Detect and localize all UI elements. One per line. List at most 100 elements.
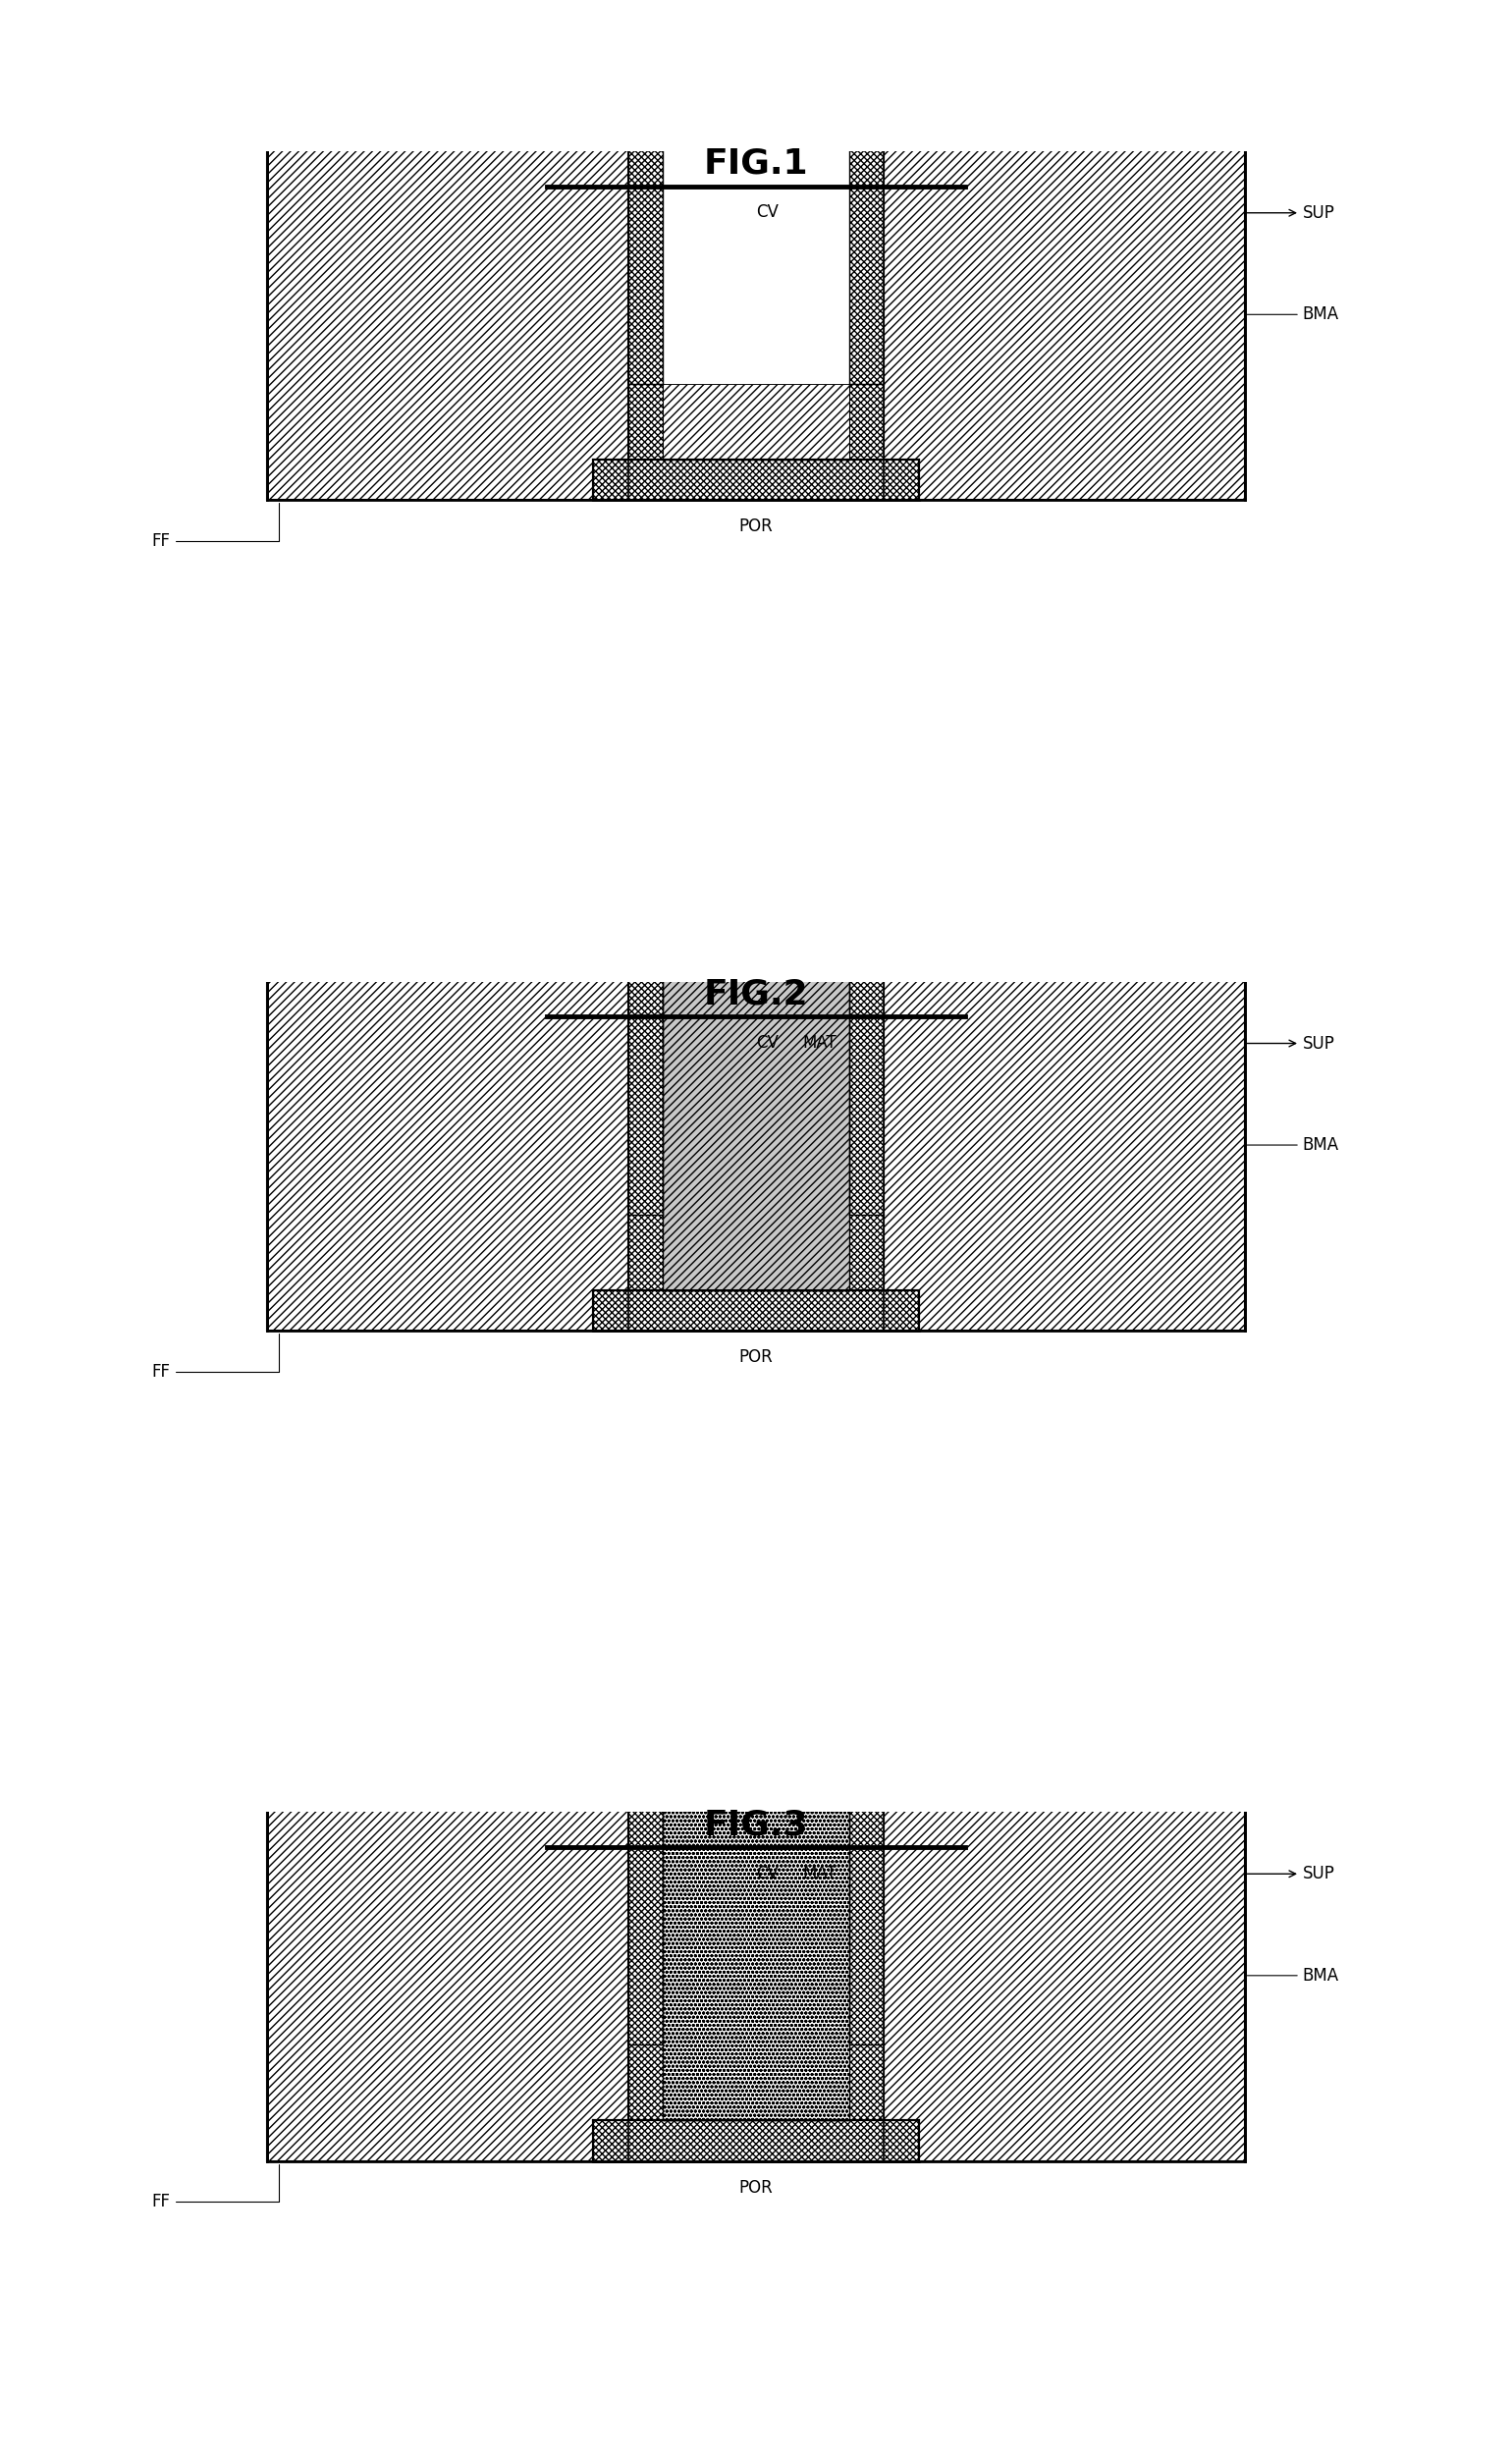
Bar <box>885 12 1244 29</box>
Bar <box>850 841 885 861</box>
Bar <box>268 1672 627 1689</box>
Bar <box>885 1689 1244 1719</box>
Bar <box>268 1719 1244 2160</box>
Bar <box>885 29 1244 59</box>
Text: BMA: BMA <box>1247 1135 1340 1155</box>
Bar <box>662 888 850 1290</box>
Bar <box>268 841 627 861</box>
Bar <box>885 59 1244 500</box>
Bar <box>662 1719 850 2121</box>
Bar <box>850 861 885 888</box>
Bar <box>268 888 627 1331</box>
Bar <box>850 1672 885 1689</box>
Bar <box>268 1689 627 1719</box>
Bar <box>627 12 662 29</box>
Bar <box>627 1672 662 1689</box>
Bar <box>662 888 850 1290</box>
Text: POR: POR <box>739 2180 773 2197</box>
Bar <box>627 841 662 861</box>
Text: SUP: SUP <box>1247 1866 1335 1883</box>
Bar <box>850 29 885 59</box>
Text: MAT: MAT <box>803 1864 836 1883</box>
Bar <box>593 459 919 500</box>
Bar <box>268 59 627 500</box>
Text: FF: FF <box>151 503 280 549</box>
Bar <box>850 841 885 861</box>
Bar <box>268 888 1244 1331</box>
Bar <box>268 861 627 888</box>
Bar <box>268 861 627 888</box>
Bar <box>850 59 885 459</box>
Bar <box>885 888 1244 1331</box>
Bar <box>850 1672 885 1689</box>
Text: CV: CV <box>756 1035 779 1052</box>
Bar <box>627 59 662 459</box>
Bar <box>627 1719 662 2121</box>
Bar <box>885 12 1244 29</box>
Text: CV: CV <box>756 1864 779 1883</box>
Text: POR: POR <box>739 517 773 535</box>
Bar <box>593 459 919 500</box>
Bar <box>850 1719 885 2121</box>
Bar <box>627 29 662 59</box>
Bar <box>268 841 627 861</box>
Bar <box>268 1672 627 1689</box>
Bar <box>268 29 627 59</box>
Bar <box>627 59 662 459</box>
Bar <box>850 1689 885 1719</box>
Bar <box>850 12 885 29</box>
Bar <box>885 1672 1244 1689</box>
Text: MAT: MAT <box>803 1035 836 1052</box>
Bar <box>593 1290 919 1331</box>
Bar <box>885 29 1244 59</box>
Bar <box>885 861 1244 888</box>
Bar <box>627 841 662 861</box>
Text: CV: CV <box>756 204 779 221</box>
Bar <box>885 1672 1244 1689</box>
Bar <box>850 29 885 59</box>
Bar <box>885 841 1244 861</box>
Bar <box>885 59 1244 500</box>
Bar <box>627 1672 662 1689</box>
Bar <box>627 12 662 29</box>
Bar <box>850 1719 885 2121</box>
Text: BMA: BMA <box>1247 306 1340 324</box>
Text: FF: FF <box>151 2165 280 2212</box>
Bar <box>268 1689 627 1719</box>
Bar <box>662 385 850 459</box>
Bar <box>662 2045 850 2121</box>
Bar <box>662 385 850 459</box>
Bar <box>627 1719 662 2121</box>
Bar <box>268 888 627 1331</box>
Bar <box>850 12 885 29</box>
Bar <box>662 59 850 385</box>
Text: FIG.2: FIG.2 <box>703 978 809 1010</box>
Bar <box>662 1214 850 1290</box>
Bar <box>850 888 885 1290</box>
Bar <box>268 1719 627 2160</box>
Bar <box>627 888 662 1290</box>
Bar <box>662 1719 850 2121</box>
Bar <box>627 1689 662 1719</box>
Bar <box>662 2045 850 2121</box>
Text: POR: POR <box>739 1349 773 1366</box>
Bar <box>627 29 662 59</box>
Text: BMA: BMA <box>1247 1967 1340 1984</box>
Bar <box>850 861 885 888</box>
Bar <box>885 1719 1244 2160</box>
Text: SUP: SUP <box>1247 1035 1335 1052</box>
Bar <box>268 1719 627 2160</box>
Bar <box>268 12 627 29</box>
Bar <box>627 861 662 888</box>
Bar <box>850 888 885 1290</box>
Bar <box>885 841 1244 861</box>
Bar <box>268 59 627 500</box>
Bar <box>885 1689 1244 1719</box>
Bar <box>885 861 1244 888</box>
Bar <box>593 2121 919 2160</box>
Bar <box>885 1719 1244 2160</box>
Bar <box>268 12 627 29</box>
Bar <box>627 888 662 1290</box>
Bar <box>268 59 1244 500</box>
Bar <box>850 1689 885 1719</box>
